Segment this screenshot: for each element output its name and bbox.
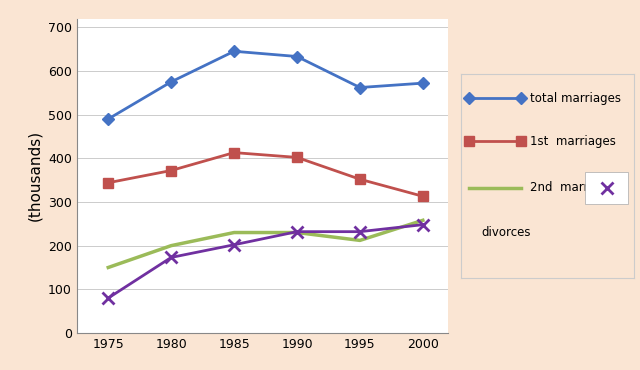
Y-axis label: (thousands): (thousands) — [28, 130, 42, 221]
Text: divorces: divorces — [481, 226, 531, 239]
Text: 1st  marriages: 1st marriages — [530, 135, 616, 148]
Text: 2nd  marriages: 2nd marriages — [530, 181, 620, 195]
Text: total marriages: total marriages — [530, 92, 621, 105]
